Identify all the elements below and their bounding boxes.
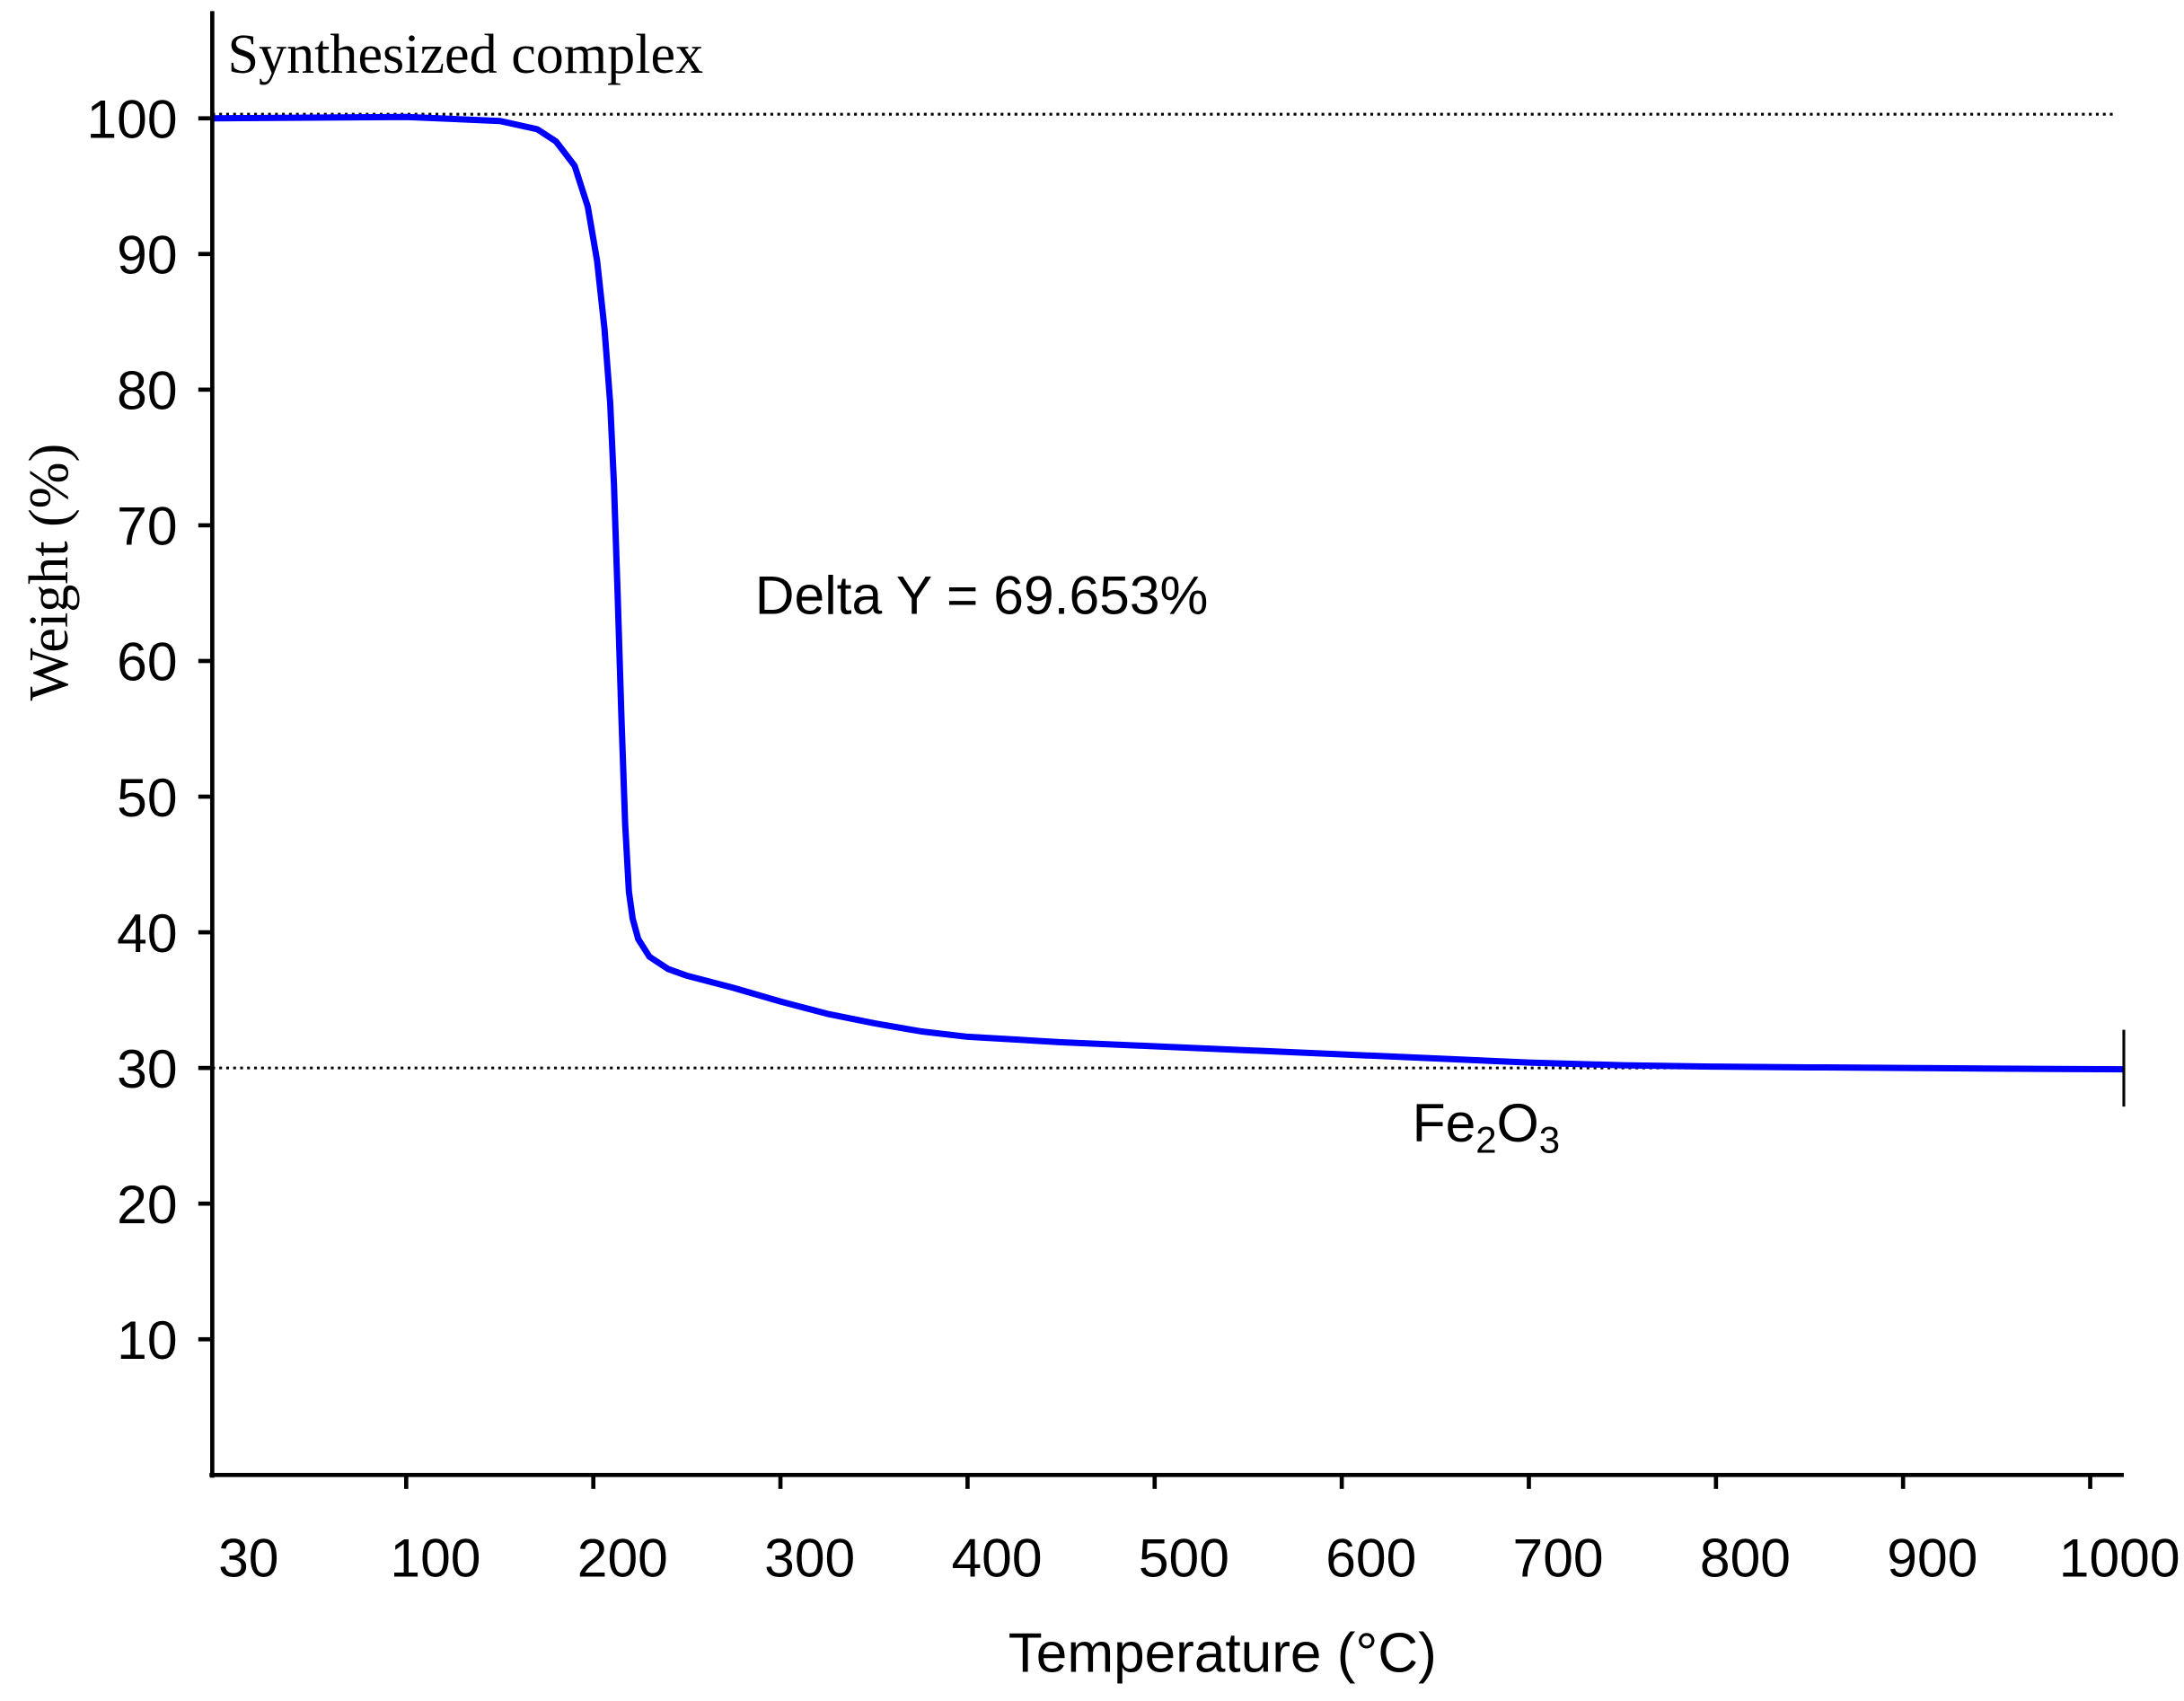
- y-tick-label: 100: [86, 89, 177, 150]
- y-tick-label: 30: [117, 1038, 177, 1099]
- fe2o3-annotation: Fe2O3: [1413, 1092, 1560, 1160]
- x-tick-label: 500: [1139, 1528, 1229, 1589]
- sub-3: 3: [1539, 1118, 1560, 1160]
- y-tick-label: 20: [117, 1174, 177, 1235]
- y-axis-label: Weight (%): [19, 444, 80, 701]
- o-text: O: [1497, 1092, 1539, 1153]
- y-tick-label: 80: [117, 360, 177, 421]
- x-tick-label: 30: [218, 1528, 278, 1589]
- chart-title: Synthesized complex: [227, 24, 703, 85]
- x-tick-label: 200: [577, 1528, 668, 1589]
- x-tick-label: 800: [1700, 1528, 1791, 1589]
- y-tick-label: 70: [117, 496, 177, 557]
- x-tick-label: 600: [1325, 1528, 1416, 1589]
- y-tick-label: 40: [117, 903, 177, 964]
- fe-text: Fe: [1413, 1092, 1476, 1153]
- x-tick-label: 300: [764, 1528, 855, 1589]
- x-tick-label: 100: [390, 1528, 480, 1589]
- x-tick-label: 1000: [2059, 1528, 2180, 1589]
- y-tick-label: 10: [117, 1309, 177, 1370]
- series-line: [212, 113, 2125, 1073]
- y-tick-label: 90: [117, 225, 177, 286]
- y-tick-label: 60: [117, 631, 177, 692]
- delta-y-annotation: Delta Y = 69.653%: [755, 565, 1209, 626]
- x-axis-label: Temperature (°C): [1008, 1622, 1437, 1684]
- x-tick-label: 400: [951, 1528, 1042, 1589]
- x-tick-label: 900: [1887, 1528, 1977, 1589]
- x-tick-label: 700: [1513, 1528, 1604, 1589]
- sub-2: 2: [1475, 1118, 1496, 1160]
- x-ticks: 30 100 200 300 400 500 600 700 800 900 1000: [218, 1475, 2180, 1589]
- y-tick-label: 50: [117, 767, 177, 828]
- y-ticks: 10 20 30 40 50 60 70 80 90 100: [86, 89, 213, 1370]
